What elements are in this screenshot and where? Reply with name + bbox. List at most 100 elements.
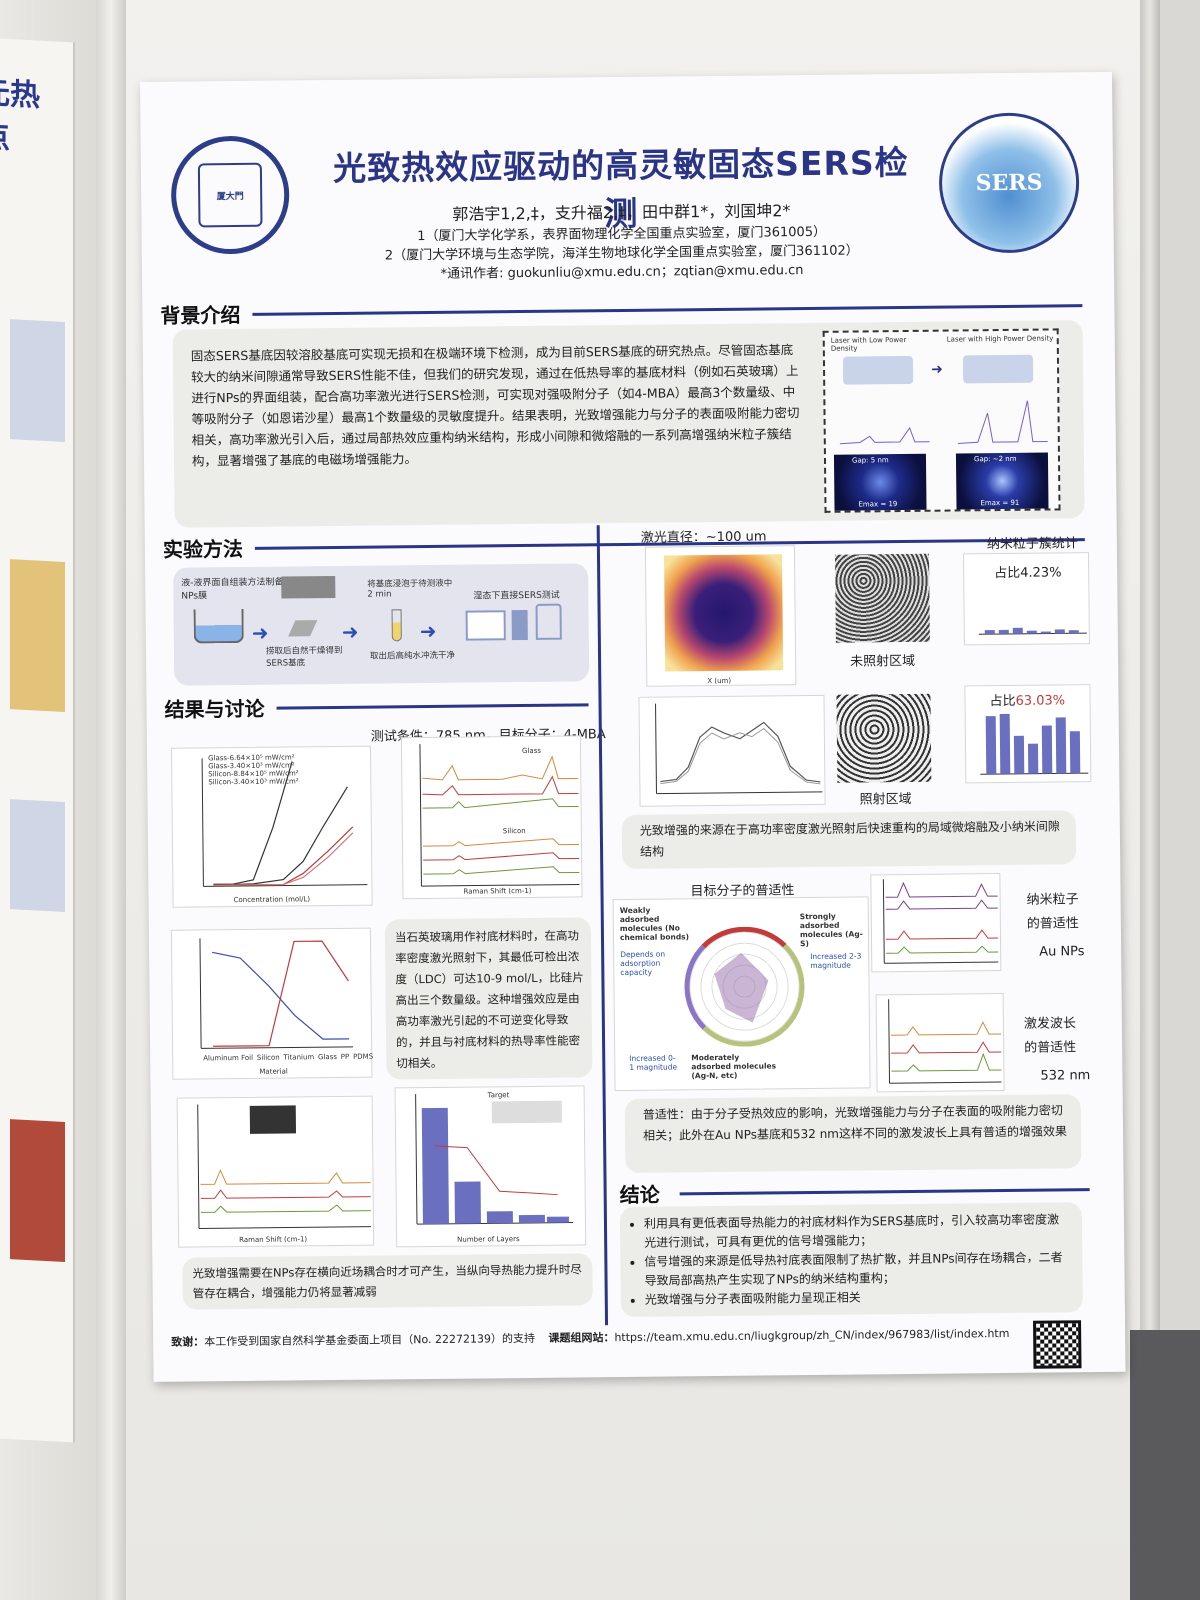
method-step-4: 取出后高纯水冲洗干净 bbox=[369, 650, 456, 662]
ldc-concentration-chart: Glass-6.64×10⁵ mW/cm² Glass-3.40×10³ mW/… bbox=[170, 745, 373, 908]
low-power-label: Laser with Low Power Density bbox=[830, 335, 907, 353]
wave-532-label: 532 nm bbox=[1040, 1068, 1091, 1084]
tick-pp: PP bbox=[340, 1052, 350, 1061]
monitor-icon bbox=[465, 610, 506, 641]
strong-label: Strongly adsorbed molecules (Ag-S) bbox=[799, 911, 863, 949]
sem-image-irradiated bbox=[836, 693, 932, 783]
section-background-heading: 背景介绍 bbox=[160, 302, 241, 328]
silicon-label: Silicon bbox=[502, 827, 526, 836]
cluster-bars-2 bbox=[980, 713, 1089, 775]
ratio1-value: 4.23% bbox=[1020, 565, 1062, 581]
thermal-conductivity-chart: Aluminum Foil Silicon Titanium Glass PP … bbox=[170, 927, 374, 1080]
radar-chart: Weakly adsorbed molecules (No chemical b… bbox=[612, 896, 871, 1092]
field-map-5nm: Gap: 5 nm Emax = 19 bbox=[833, 453, 927, 511]
sers-group-logo: SERS bbox=[938, 112, 1080, 254]
substrate-icon bbox=[288, 620, 318, 637]
target-universality-title: 目标分子的普适性 bbox=[690, 883, 795, 900]
layer-findings-box: 光致增强需要在NPs存在横向近场耦合时才可产生，当纵向导热能力提升时尽管存在耦合… bbox=[182, 1253, 593, 1310]
glass-findings-text: 当石英玻璃用作衬底材料时，在高功率密度激光照射下，其最低可检出浓度（LDC）可达… bbox=[394, 928, 584, 1071]
method-step-1: 液-液界面自组装方法制备NPs膜 bbox=[181, 577, 284, 602]
weak-label: Weakly adsorbed molecules (No chemical b… bbox=[619, 905, 690, 943]
ack-text: 本工作受到国家自然科学基金委面上项目（No. 22272139）的支持 bbox=[204, 1331, 535, 1349]
neighbor-poster-title: 元热点 bbox=[0, 75, 40, 157]
x-axis-label: Raman Shift (cm-1) bbox=[239, 1235, 308, 1245]
poster: 厦大門 SERS 光致热效应驱动的高灵敏固态SERS检测 郭浩宇1,2,‡，支升… bbox=[140, 71, 1126, 1382]
wavelength-raman-plot bbox=[888, 999, 1002, 1084]
x-axis-label: X (um) bbox=[707, 676, 732, 686]
method-step-5: 湿态下直接SERS测试 bbox=[473, 590, 560, 602]
intensity-ratio-plot bbox=[415, 1094, 573, 1225]
tick-titanium: Titanium bbox=[283, 1053, 315, 1062]
moderate-label: Moderately adsorbed molecules (Ag-N, etc… bbox=[691, 1052, 777, 1081]
field-map-2nm: Gap: ~2 nm Emax = 91 bbox=[955, 452, 1049, 510]
target-label: Target bbox=[487, 1091, 510, 1100]
universality-box: 普适性：由于分子受热效应的影响，光致增强能力与分子在表面的吸附能力密切相关；此外… bbox=[624, 1094, 1082, 1173]
universality-text: 普适性：由于分子受热效应的影响，光致增强能力与分子在表面的吸附能力密切相关；此外… bbox=[642, 1103, 1068, 1143]
intensity-heatmap bbox=[663, 554, 784, 672]
beaker-icon bbox=[193, 608, 244, 644]
x-axis-label: Material bbox=[259, 1067, 288, 1076]
line-profile-chart bbox=[638, 694, 826, 807]
wave-universality-title-2: 的普适性 bbox=[1024, 1040, 1077, 1056]
depends-label: Depends on adsorption capacity bbox=[620, 949, 666, 978]
gap-5nm-label: Gap: 5 nm bbox=[851, 456, 889, 465]
neighbor-poster: 元热点 bbox=[0, 37, 75, 1443]
unirradiated-label: 未照射区域 bbox=[850, 653, 916, 670]
cluster-stats-chart-2: 占比63.03% bbox=[964, 684, 1092, 784]
arrow-right-icon: ➜ bbox=[930, 361, 943, 378]
glass-label: Glass bbox=[521, 746, 542, 756]
background-text: 固态SERS基底因较溶胶基底可实现无损和在极端环境下检测，成为目前SERS基底的… bbox=[190, 342, 800, 469]
wavelength-universality-chart bbox=[875, 993, 1005, 1093]
methods-box: 液-液界面自组装方法制备NPs膜 ➜ 捞取后自然干燥得到SERS基底 ➜ 将基底… bbox=[173, 563, 590, 686]
cluster-bars-1 bbox=[978, 627, 1087, 635]
ratio1-prefix: 占比 bbox=[994, 565, 1021, 582]
x-axis-label: Concentration (mol/L) bbox=[233, 895, 311, 905]
qr-code-icon bbox=[1033, 1320, 1082, 1369]
site-url: https://team.xmu.edu.cn/liugkgroup/zh_CN… bbox=[614, 1326, 1010, 1345]
thermal-plot bbox=[199, 938, 354, 1049]
section-divider bbox=[276, 703, 589, 710]
mechanism-text: 光致增强的来源在于高功率密度激光照射后快速重构的局域微熔融及小纳米间隙结构 bbox=[639, 819, 1060, 859]
tick-pdms: PDMS bbox=[353, 1052, 374, 1061]
footer: 致谢：本工作受到国家自然科学基金委面上项目（No. 22272139）的支持 课… bbox=[171, 1325, 1031, 1350]
np-universality-title-2: 的普适性 bbox=[1026, 916, 1079, 932]
laser-diameter-label: 激光直径：~100 um bbox=[640, 529, 767, 546]
emax-19-label: Emax = 19 bbox=[858, 500, 898, 509]
arrow-right-icon: ➜ bbox=[419, 618, 437, 644]
glass-findings-box: 当石英玻璃用作衬底材料时，在高功率密度激光照射下，其最低可检出浓度（LDC）可达… bbox=[384, 917, 593, 1080]
x-axis-label: Number of Layers bbox=[457, 1235, 520, 1244]
cluster-stats-title: 纳米粒子簇统计 bbox=[986, 536, 1078, 553]
mechanism-figure: Laser with Low Power Density Laser with … bbox=[822, 328, 1061, 513]
irradiated-label: 照射区域 bbox=[859, 791, 912, 808]
wave-universality-title-1: 激发波长 bbox=[1023, 1016, 1077, 1032]
conclusion-box: 利用具有更低表面导热能力的衬底材料作为SERS基底时，引入较高功率密度激光进行测… bbox=[619, 1202, 1083, 1318]
booth-pole-right bbox=[1140, 0, 1160, 1600]
background-box: 固态SERS基底因较溶胶基底可实现无损和在极端环境下检测，成为目前SERS基底的… bbox=[172, 320, 1085, 528]
x-axis-label: Raman Shift (cm-1) bbox=[463, 886, 532, 896]
ack-label: 致谢： bbox=[171, 1335, 205, 1349]
method-step-3: 将基底浸泡于待测液中2 min bbox=[367, 578, 453, 600]
arrow-right-icon: ➜ bbox=[341, 619, 359, 644]
section-conclusion-heading: 结论 bbox=[619, 1182, 660, 1208]
section-results-heading: 结果与讨论 bbox=[164, 696, 265, 722]
high-power-label: Laser with High Power Density bbox=[946, 334, 1054, 344]
conclusion-list: 利用具有更低表面导热能力的衬底材料作为SERS基底时，引入较高功率密度激光进行测… bbox=[644, 1210, 1065, 1309]
spectrometer-icon bbox=[535, 603, 562, 640]
np-raman-plot bbox=[882, 879, 999, 964]
booth-pole-left bbox=[96, 0, 126, 1600]
method-step-2: 捞取后自然干燥得到SERS基底 bbox=[265, 645, 343, 669]
np-universality-chart bbox=[870, 873, 1002, 973]
ldc-plot bbox=[201, 758, 368, 887]
computer-icon bbox=[511, 609, 528, 641]
laser-spot-map: X (um) bbox=[644, 545, 797, 687]
raman-spectra-chart: Glass Silicon Raman Shift (cm-1) bbox=[400, 735, 583, 900]
layer-raman-plot bbox=[197, 1104, 372, 1229]
arrow-right-icon: ➜ bbox=[251, 620, 269, 645]
tick-silicon: Silicon bbox=[256, 1053, 280, 1062]
conclusion-item: 利用具有更低表面导热能力的衬底材料作为SERS基底时，引入较高功率密度激光进行测… bbox=[644, 1210, 1064, 1252]
sers-logo-text: SERS bbox=[975, 169, 1043, 197]
university-seal-logo: 厦大門 bbox=[170, 135, 290, 255]
inc23-label: Increased 2-3 magnitude bbox=[810, 951, 862, 971]
section-divider bbox=[679, 1188, 1090, 1196]
tick-aluminum: Aluminum Foil bbox=[203, 1053, 254, 1063]
